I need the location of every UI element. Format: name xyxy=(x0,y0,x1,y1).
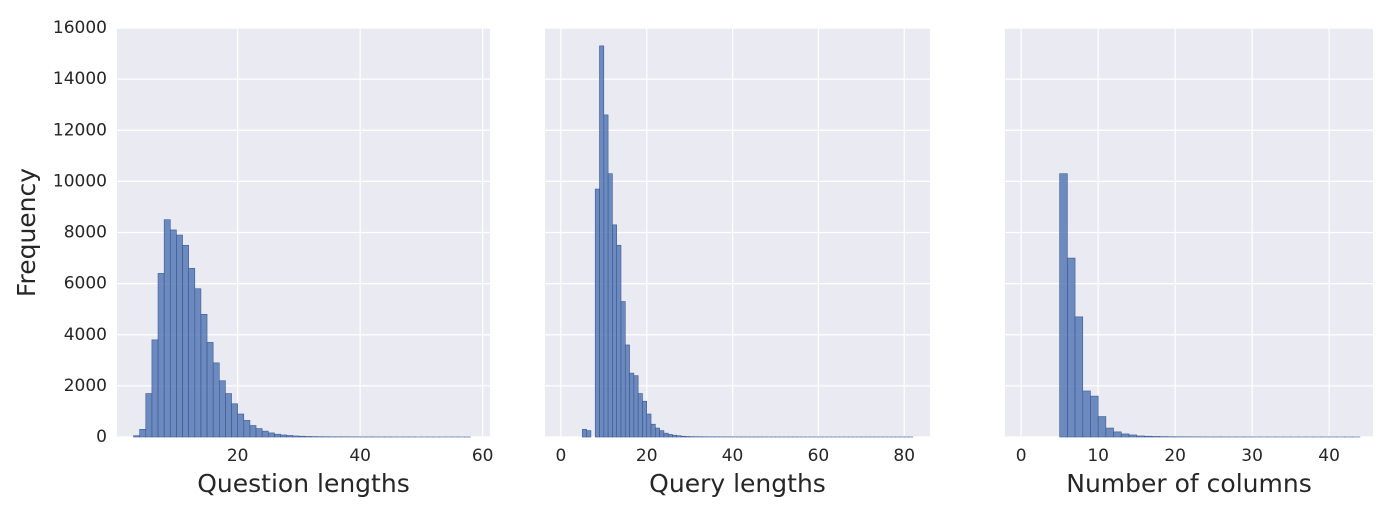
bar xyxy=(189,268,195,437)
y-tick-label: 14000 xyxy=(53,69,107,89)
bar xyxy=(672,435,676,437)
x-tick-label: 30 xyxy=(1241,446,1263,466)
x-tick-label: 10 xyxy=(1087,446,1109,466)
bar xyxy=(238,414,244,437)
x-tick-label: 60 xyxy=(472,446,494,466)
bar xyxy=(262,431,268,437)
bar xyxy=(305,436,311,437)
bar xyxy=(642,401,646,437)
bar xyxy=(1137,436,1145,437)
bar xyxy=(1114,432,1122,437)
y-axis-label: Frequency xyxy=(12,168,41,297)
subplot: 0 10 20 30 40 Number of columns xyxy=(1005,28,1373,498)
bar xyxy=(1067,258,1075,437)
bar xyxy=(176,235,182,437)
bar xyxy=(1152,436,1160,437)
bar xyxy=(219,381,225,437)
bar xyxy=(587,431,591,437)
bar xyxy=(195,289,201,437)
subplot: 0 2000 4000 6000 8000 10000 12000 14000 16000 20 4… xyxy=(12,18,493,498)
bar xyxy=(1121,434,1129,437)
bar xyxy=(158,273,164,437)
bar xyxy=(685,436,689,437)
x-tick-label: 40 xyxy=(722,446,744,466)
bar xyxy=(1060,174,1068,437)
x-axis-label: Question lengths xyxy=(197,469,409,498)
bar xyxy=(293,436,299,437)
bar xyxy=(281,435,287,437)
bar xyxy=(201,314,207,437)
x-axis-label: Number of columns xyxy=(1066,469,1311,498)
x-tick-label: 0 xyxy=(1016,446,1027,466)
x-tick-label: 0 xyxy=(555,446,566,466)
bar xyxy=(612,225,616,437)
bar xyxy=(664,433,668,437)
y-tick-label: 0 xyxy=(96,427,107,447)
bar xyxy=(213,363,219,437)
bar xyxy=(140,429,146,437)
bar xyxy=(621,302,625,437)
y-tick-label: 4000 xyxy=(64,325,107,345)
bar xyxy=(256,429,262,437)
bar xyxy=(655,428,659,437)
x-tick-label: 60 xyxy=(808,446,830,466)
bar xyxy=(225,394,231,437)
bar xyxy=(617,245,621,437)
bar xyxy=(164,220,170,437)
bar xyxy=(1083,391,1091,437)
x-tick-label: 40 xyxy=(349,446,371,466)
bar xyxy=(1129,435,1137,437)
bar xyxy=(250,425,256,437)
bar xyxy=(268,433,274,437)
bar xyxy=(582,429,586,437)
bar xyxy=(146,394,152,437)
bar xyxy=(647,414,651,437)
subplot: 0 20 40 60 80 Query lengths xyxy=(545,28,930,498)
x-tick-label: 20 xyxy=(1164,446,1186,466)
bar xyxy=(1098,417,1106,437)
bar xyxy=(232,404,238,437)
x-tick-label: 80 xyxy=(893,446,915,466)
y-tick-label: 16000 xyxy=(53,18,107,38)
bar xyxy=(134,436,140,437)
bar xyxy=(634,376,638,437)
bar xyxy=(299,436,305,437)
x-tick-label: 40 xyxy=(1318,446,1340,466)
bar xyxy=(152,340,158,437)
x-tick-label: 20 xyxy=(636,446,658,466)
bar xyxy=(600,46,604,437)
bar xyxy=(1075,317,1083,437)
bar xyxy=(668,434,672,437)
bar xyxy=(608,174,612,437)
x-tick-label: 20 xyxy=(227,446,249,466)
bar xyxy=(638,394,642,437)
y-tick-label: 2000 xyxy=(64,376,107,396)
bar xyxy=(1144,436,1152,437)
bar xyxy=(651,424,655,437)
bar xyxy=(625,345,629,437)
bar xyxy=(595,189,599,437)
x-axis-label: Query lengths xyxy=(649,469,826,498)
bar xyxy=(274,434,280,437)
y-tick-label: 8000 xyxy=(64,223,107,243)
bar xyxy=(207,342,213,437)
bar xyxy=(170,230,176,437)
bar xyxy=(604,115,608,437)
bar xyxy=(183,245,189,437)
bar xyxy=(244,420,250,437)
y-tick-label: 6000 xyxy=(64,274,107,294)
y-tick-label: 12000 xyxy=(53,120,107,140)
bar xyxy=(677,436,681,437)
bar xyxy=(1106,428,1114,437)
bar xyxy=(681,436,685,437)
y-tick-label: 10000 xyxy=(53,171,107,191)
bar xyxy=(287,435,293,437)
bar xyxy=(660,431,664,437)
bar xyxy=(630,373,634,437)
bar xyxy=(1090,396,1098,437)
